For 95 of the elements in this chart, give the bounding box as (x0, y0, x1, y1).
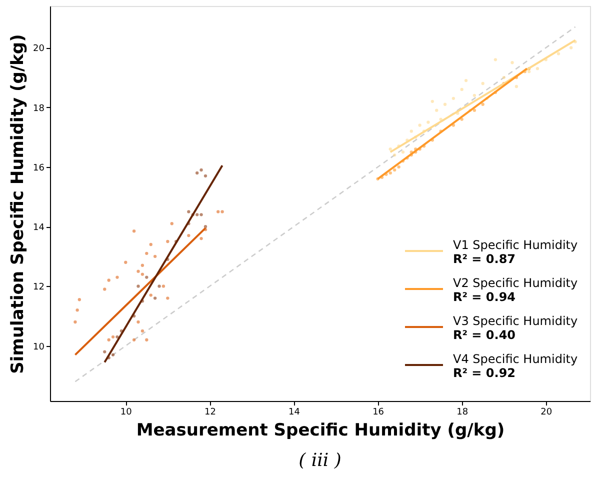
point (460, 118, 464, 121)
point (472, 108, 476, 112)
point (132, 230, 136, 233)
annotation: R² = 0.92 (453, 366, 516, 380)
point (494, 58, 498, 62)
point (397, 165, 400, 169)
point (76, 308, 79, 312)
x-tick-label: 16 (372, 408, 384, 418)
point (443, 102, 447, 106)
y-tick-label: 12 (33, 282, 44, 293)
point (136, 320, 140, 324)
point (510, 61, 514, 64)
y-axis-title: Simulation Specific Humidity (g/kg) (8, 34, 28, 374)
point (103, 350, 106, 354)
point (103, 288, 106, 291)
point (439, 118, 442, 121)
point (132, 338, 136, 342)
x-tick-label: 12 (204, 408, 216, 418)
point (158, 284, 161, 288)
x-tick-label: 14 (288, 408, 300, 418)
x-axis-title: Measurement Specific Humidity (g/kg) (136, 420, 505, 440)
point (149, 242, 152, 246)
point (140, 272, 144, 276)
point (136, 270, 140, 273)
x-tick-label: 20 (540, 408, 552, 418)
point (481, 82, 484, 86)
point (145, 276, 148, 279)
point (514, 84, 518, 88)
point (388, 148, 392, 151)
point (187, 234, 190, 238)
point (74, 320, 77, 324)
text: ( iii ) (298, 450, 342, 471)
y-tick-label: 18 (33, 104, 45, 114)
point (196, 171, 199, 175)
point (200, 168, 203, 172)
point (216, 210, 220, 214)
point (166, 240, 170, 244)
point (145, 252, 148, 256)
point (472, 94, 476, 98)
point (145, 338, 148, 342)
point (116, 276, 119, 279)
point (536, 67, 540, 70)
point (393, 153, 396, 157)
point (149, 294, 152, 297)
point (200, 236, 203, 240)
point (393, 168, 396, 172)
point (170, 222, 174, 226)
point (107, 338, 110, 342)
point (166, 296, 170, 300)
point (410, 130, 413, 133)
point (430, 100, 434, 103)
annotation: R² = 0.94 (453, 290, 516, 304)
point (111, 335, 115, 338)
legend-label: V4 Specific Humidity (453, 352, 578, 366)
point (78, 298, 81, 302)
legend-label: V2 Specific Humidity (453, 276, 578, 290)
point (418, 124, 422, 127)
point (136, 284, 140, 288)
point (111, 353, 115, 356)
point (435, 108, 438, 112)
point (153, 254, 157, 258)
point (527, 70, 531, 74)
point (196, 213, 199, 216)
point (116, 335, 119, 338)
x-tick-label: 18 (456, 408, 468, 418)
point (153, 296, 157, 300)
point (204, 225, 208, 228)
point (200, 213, 203, 216)
y-tick-label: 16 (33, 163, 45, 174)
point (502, 76, 506, 80)
point (162, 284, 166, 288)
point (204, 174, 208, 178)
point (460, 88, 464, 92)
annotation: R² = 0.87 (453, 252, 516, 266)
point (220, 210, 224, 214)
point (107, 278, 110, 282)
point (556, 52, 560, 56)
point (140, 329, 144, 333)
x-tick-label: 10 (120, 408, 132, 418)
point (187, 210, 190, 214)
point (570, 46, 573, 50)
annotation: R² = 0.40 (453, 328, 516, 342)
y-tick-label: 14 (33, 223, 45, 234)
legend-label: V1 Specific Humidity (453, 238, 578, 252)
point (140, 264, 144, 267)
point (481, 102, 484, 106)
point (452, 96, 456, 100)
y-tick-label: 10 (33, 342, 45, 352)
point (401, 150, 405, 154)
point (426, 120, 430, 124)
point (388, 171, 392, 175)
point (124, 260, 128, 264)
legend-label: V3 Specific Humidity (453, 314, 578, 328)
y-tick-label: 20 (33, 44, 45, 54)
point (464, 78, 468, 82)
